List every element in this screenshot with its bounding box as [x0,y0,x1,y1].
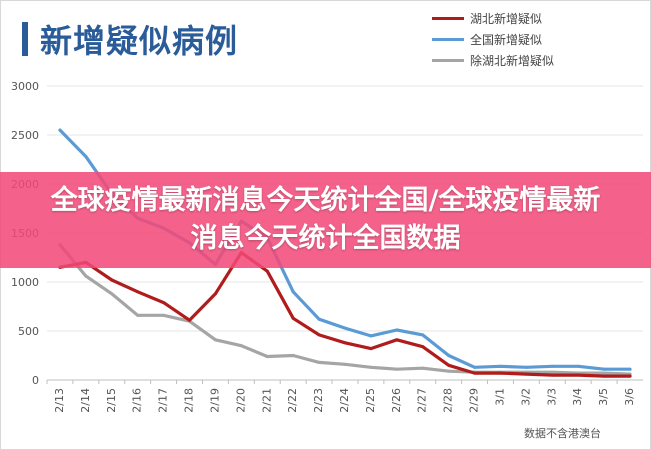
data-point [162,313,166,317]
data-point [421,345,425,349]
data-point [213,292,217,296]
data-point [395,338,399,342]
x-tick-label: 2/22 [286,388,299,413]
y-tick-label: 0 [32,374,39,387]
data-point [343,362,347,366]
data-point [421,366,425,370]
x-tick-label: 2/13 [53,388,66,413]
x-tick-label: 2/29 [468,388,481,413]
data-point [395,328,399,332]
legend-item-excluding-hubei: 除湖北新增疑似 [432,50,554,71]
x-tick-label: 2/21 [260,388,273,413]
x-tick-label: 2/19 [208,388,221,413]
x-tick-label: 2/23 [312,388,325,413]
x-tick-label: 3/4 [571,388,584,406]
data-point [317,333,321,337]
data-point [628,374,632,378]
data-point [473,365,477,369]
data-point [265,354,269,358]
data-point [291,316,295,320]
data-point [498,371,502,375]
x-tick-label: 2/25 [364,388,377,413]
data-point [602,371,606,375]
data-point [110,292,114,296]
data-point [395,367,399,371]
x-tick-label: 2/28 [442,388,455,413]
legend-swatch-excluding-hubei [432,59,464,62]
x-tick-label: 2/14 [79,388,92,413]
legend-label-excluding-hubei: 除湖北新增疑似 [470,54,555,68]
x-tick-label: 3/6 [623,388,636,406]
x-tick-label: 2/15 [105,388,118,413]
data-point [421,333,425,337]
data-point [628,367,632,371]
source-note: 数据不含港澳台 [524,427,601,440]
x-tick-label: 3/5 [597,388,610,406]
data-point [162,301,166,305]
data-point [239,344,243,348]
x-tick-label: 2/26 [390,388,403,413]
data-point [447,369,451,373]
data-point [447,354,451,357]
legend-label-hubei: 湖北新增疑似 [470,12,543,26]
data-point [136,313,140,317]
data-point [369,365,373,369]
x-tick-label: 3/1 [493,388,506,406]
data-point [317,360,321,364]
x-tick-label: 3/2 [519,388,532,406]
chart-title: 新增疑似病例 [40,22,239,60]
legend-label-national: 全国新增疑似 [470,33,543,47]
legend-item-hubei: 湖北新增疑似 [432,8,554,29]
title-accent-bar [22,22,28,56]
data-point [524,365,528,369]
data-point [343,326,347,330]
data-point [602,374,606,378]
data-point [447,363,451,367]
data-point [343,341,347,345]
x-tick-label: 3/3 [545,388,558,406]
data-point [576,373,580,377]
data-point [213,338,217,342]
y-tick-label: 1000 [11,276,39,289]
y-tick-label: 2500 [11,129,39,142]
data-point [110,278,114,282]
data-point [550,364,554,368]
data-point [291,290,295,294]
data-point [188,318,192,322]
data-point [550,370,554,374]
x-tick-label: 2/20 [234,388,247,413]
data-point [473,371,477,375]
data-point [136,290,140,294]
x-tick-label: 2/24 [338,388,351,413]
legend-swatch-national [432,38,464,41]
x-tick-label: 2/16 [131,388,144,413]
legend-swatch-hubei [432,17,464,20]
banner-headline[interactable]: 全球疫情最新消息今天统计全国/全球疫情最新消息今天统计全国数据 [50,185,601,254]
data-point [550,373,554,377]
data-point [369,347,373,351]
data-point [265,269,269,273]
data-point [58,128,62,132]
data-point [524,372,528,376]
chart-legend: 湖北新增疑似 全国新增疑似 除湖北新增疑似 [432,8,554,71]
x-tick-label: 2/18 [183,388,196,413]
data-point [369,334,373,338]
data-point [498,364,502,368]
data-point [576,364,580,368]
data-point [602,367,606,371]
headline-banner[interactable]: 全球疫情最新消息今天统计全国/全球疫情最新消息今天统计全国数据 [0,172,651,268]
data-point [291,354,295,357]
legend-item-national: 全国新增疑似 [432,29,554,50]
data-point [84,274,88,278]
x-tick-label: 2/17 [157,388,170,413]
x-tick-label: 2/27 [416,388,429,413]
y-tick-label: 500 [18,325,39,338]
data-point [84,155,88,159]
y-tick-label: 3000 [11,80,39,93]
data-point [317,317,321,321]
